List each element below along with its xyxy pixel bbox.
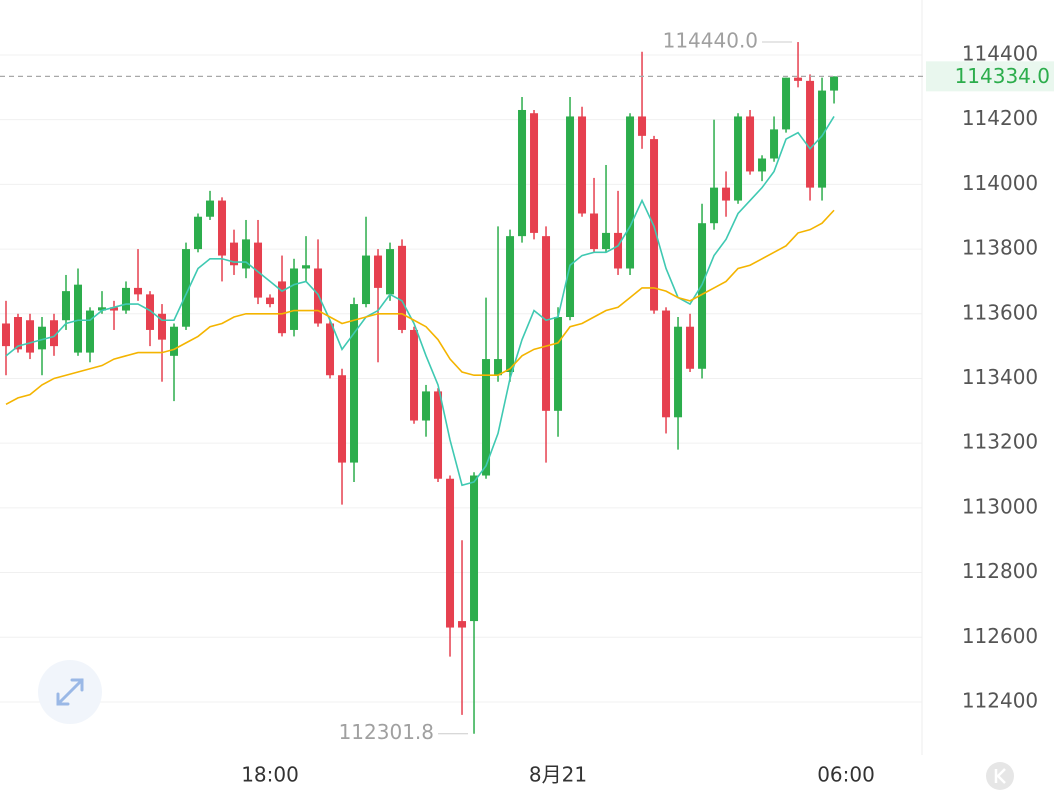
candle-body [386,249,395,295]
candle-body [578,116,587,214]
candle-body [278,281,287,334]
candle-body [350,304,359,463]
candle-body [494,359,503,376]
candle-body [110,307,119,311]
candle-body [242,239,251,269]
candle-body [302,265,311,269]
low-label: 112301.8 [339,720,434,744]
x-tick-label: 06:00 [817,763,875,787]
last-price-tag [926,61,1054,92]
candle-body [674,326,683,418]
candle-body [614,232,623,269]
candle-body [830,76,839,91]
candle-body [230,242,239,266]
y-tick-label: 112600 [962,624,1038,648]
k-button[interactable] [986,762,1014,790]
candle-body [338,375,347,463]
moving-average-line [5,209,835,406]
candle-body [626,116,635,269]
y-tick-label: 113800 [962,236,1038,260]
candle-body [470,475,479,622]
candle-body [38,326,47,350]
candle-body [506,236,515,373]
candle-body [134,287,143,295]
y-tick-label: 114200 [962,106,1038,130]
y-tick-label: 113400 [962,365,1038,389]
candle-body [362,255,371,305]
k-icon[interactable] [994,768,1006,784]
candle-body [698,223,707,369]
candle-body [662,310,671,418]
candle-body [782,77,791,130]
candle-body [50,320,59,347]
candle-body [2,323,11,347]
y-tick-label: 113000 [962,494,1038,518]
candle-body [434,391,443,479]
candle-body [254,242,263,298]
last-price-label: 114334.0 [955,64,1050,88]
candle-body [794,77,803,81]
candle-body [530,113,539,233]
expand-icon[interactable] [56,678,84,706]
candle-body [590,213,599,250]
candle-body [566,116,575,318]
candle-body [218,200,227,256]
candle-body [158,313,167,340]
y-tick-label: 113600 [962,300,1038,324]
candle-body [326,323,335,376]
candle-body [170,326,179,356]
candle-body [374,255,383,288]
candle-body [146,294,155,330]
moving-average-line [5,116,835,487]
high-label: 114440.0 [663,29,758,53]
x-tick-label: 18:00 [241,763,299,787]
y-tick-label: 112800 [962,559,1038,583]
grid [0,54,922,703]
candle-body [182,249,191,327]
candle-body [98,307,107,311]
candle-body [638,116,647,136]
candle-body [398,245,407,330]
candle-body [710,187,719,224]
candle-body [770,129,779,159]
candle-body [482,359,491,476]
x-tick-label: 8月21 [529,763,587,787]
candle-body [458,621,467,628]
candle-body [806,80,815,188]
k-button-bg[interactable] [986,762,1014,790]
y-tick-label: 114000 [962,171,1038,195]
candle-body [62,291,71,321]
candle-body [746,116,755,172]
candle-body [518,109,527,237]
candle-body [602,232,611,250]
candle-body [122,287,131,311]
candle-body [194,216,203,250]
candle-body [266,297,275,305]
y-tick-label: 112400 [962,688,1038,712]
candle-body [446,478,455,628]
candle-body [290,268,299,330]
expand-button[interactable] [38,660,102,724]
candle-body [722,187,731,201]
candle-body [686,326,695,369]
candle-body [818,90,827,188]
candle-body [554,317,563,411]
candle-body [758,158,767,172]
candle-body [422,391,431,421]
candle-body [74,284,83,353]
candle-body [542,236,551,411]
candle-body [734,116,743,201]
candle-body [14,317,23,350]
y-tick-label: 113200 [962,430,1038,454]
candle-body [410,329,419,421]
candle-body [206,200,215,217]
candle-body [26,320,35,353]
candle-body [86,310,95,353]
